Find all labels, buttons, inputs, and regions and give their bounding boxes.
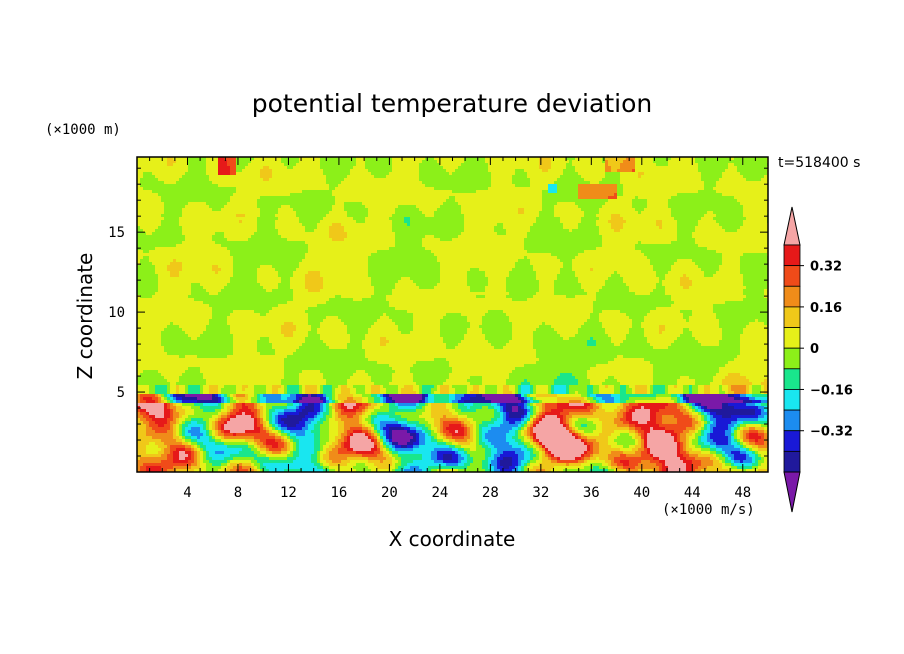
- x-tick-label: 20: [381, 485, 398, 501]
- x-tick-label: 4: [183, 485, 191, 501]
- colorbar-swatch: [783, 244, 801, 267]
- y-axis: 5 10 15: [108, 167, 768, 457]
- contour-field: [137, 157, 768, 472]
- x-tick-label: 32: [532, 485, 549, 501]
- y-tick-label: 10: [108, 305, 125, 321]
- colorbar-swatch: [783, 450, 801, 473]
- colorbar-swatch: [783, 327, 801, 349]
- y-tick-label: 15: [108, 225, 125, 241]
- time-label: t=518400 s: [778, 155, 860, 171]
- x-axis-label: X coordinate: [389, 527, 516, 551]
- x-tick-label: 28: [482, 485, 499, 501]
- x-tick-label: 36: [583, 485, 600, 501]
- colorbar-max-arrow: [783, 206, 801, 246]
- y-axis-label: Z coordinate: [73, 253, 97, 380]
- x-tick-label: 12: [280, 485, 297, 501]
- colorbar-swatch: [783, 389, 801, 411]
- x-axis: 4 8 12 16 20 24 28 32 36 40 44 48: [149, 157, 756, 501]
- x-tick-label: 16: [330, 485, 347, 501]
- colorbar-swatch: [783, 265, 801, 287]
- x-tick-label: 40: [633, 485, 650, 501]
- colorbar-swatch: [783, 285, 801, 308]
- colorbar-swatch: [783, 409, 801, 432]
- colorbar-tick-label: −0.16: [810, 383, 853, 398]
- x-tick-label: 24: [431, 485, 448, 501]
- colorbar-tick-label: 0.32: [810, 260, 842, 275]
- x-tick-label: 44: [684, 485, 701, 501]
- colorbar-min-arrow: [783, 471, 801, 513]
- colorbar-swatch: [783, 430, 801, 452]
- x-tick-label: 8: [234, 485, 242, 501]
- colorbar-swatch: [783, 347, 801, 370]
- x-unit-label: (×1000 m/s): [662, 502, 755, 518]
- chart-title: potential temperature deviation: [252, 89, 652, 118]
- y-unit-label: (×1000 m): [45, 122, 121, 138]
- colorbar-swatch: [783, 306, 801, 328]
- colorbar-tick-label: 0: [810, 342, 819, 357]
- colorbar-swatch: [783, 368, 801, 390]
- x-tick-label: 48: [734, 485, 751, 501]
- colorbar-tick-label: −0.32: [810, 425, 853, 440]
- colorbar: 0.32 0.16 0 −0.16 −0.32: [783, 206, 853, 513]
- y-tick-label: 5: [117, 385, 125, 401]
- colorbar-tick-label: 0.16: [810, 301, 842, 316]
